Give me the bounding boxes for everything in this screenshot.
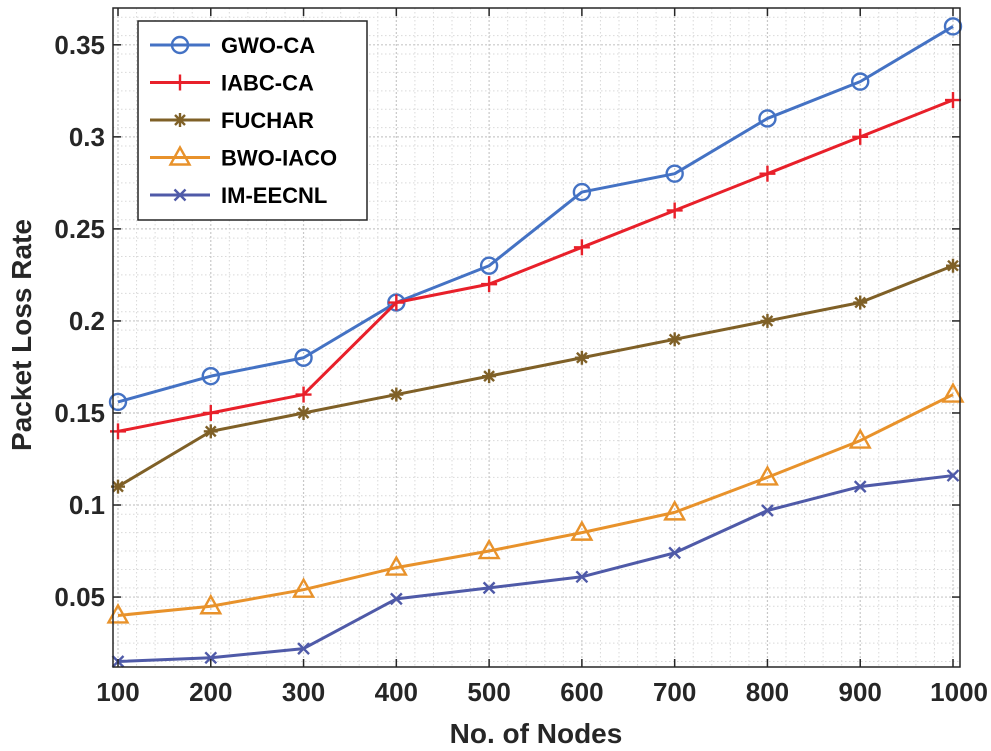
legend-marker xyxy=(172,74,188,91)
y-axis-title: Packet Loss Rate xyxy=(6,219,37,451)
data-point xyxy=(943,17,963,36)
legend-marker xyxy=(173,113,187,127)
legend-item: FUCHAR xyxy=(150,108,314,133)
data-point xyxy=(848,428,872,449)
data-point xyxy=(384,555,408,576)
y-tick-label: 0.3 xyxy=(69,122,105,152)
data-point xyxy=(761,504,774,517)
legend-label: BWO-IACO xyxy=(221,146,337,171)
data-point xyxy=(204,651,218,665)
data-point xyxy=(946,469,960,482)
data-point xyxy=(755,464,779,486)
data-point xyxy=(199,593,223,615)
legend-item: IABC-CA xyxy=(150,71,314,96)
data-point xyxy=(203,424,218,439)
data-point xyxy=(851,72,870,91)
legend-label: IM-EECNL xyxy=(221,183,327,208)
data-point xyxy=(295,386,312,403)
data-point xyxy=(111,479,125,494)
data-point xyxy=(852,128,869,145)
series-iabc-ca xyxy=(110,92,961,440)
x-tick-label: 800 xyxy=(746,677,789,707)
series-bwo-iaco xyxy=(106,382,965,624)
legend-item: GWO-CA xyxy=(150,33,315,58)
data-point xyxy=(575,570,589,584)
series-layer xyxy=(106,17,965,668)
x-tick-label: 200 xyxy=(189,677,232,707)
legend-item: IM-EECNL xyxy=(150,183,327,208)
y-tick-label: 0.35 xyxy=(54,30,105,60)
series-line xyxy=(117,264,954,488)
data-point xyxy=(108,392,128,412)
data-point xyxy=(760,313,775,328)
legend-label: IABC-CA xyxy=(221,71,314,96)
x-tick-label: 900 xyxy=(839,677,882,707)
series-fuchar xyxy=(111,258,960,494)
series-gwo-ca xyxy=(108,17,963,412)
x-tick-label: 300 xyxy=(282,677,325,707)
legend-marker xyxy=(170,35,190,55)
x-tick-label: 400 xyxy=(375,677,418,707)
data-point xyxy=(946,258,960,273)
series-line xyxy=(117,474,954,663)
data-point xyxy=(296,405,311,420)
y-tick-labels: 0.05 0.1 0.15 0.2 0.25 0.3 0.35 xyxy=(54,30,105,612)
data-point xyxy=(292,577,316,598)
data-point xyxy=(759,165,776,182)
plot-frame xyxy=(112,7,961,668)
y-tick-label: 0.25 xyxy=(54,214,105,244)
series-line xyxy=(117,393,954,617)
data-point xyxy=(482,369,497,384)
y-tick-label: 0.05 xyxy=(54,582,105,612)
data-point xyxy=(570,520,594,541)
x-axis-title: No. of Nodes xyxy=(450,718,623,749)
data-point xyxy=(389,387,404,402)
data-point xyxy=(202,404,219,421)
legend-label: GWO-CA xyxy=(221,33,315,58)
legend-marker xyxy=(173,188,187,202)
data-point xyxy=(389,592,403,606)
axis-ticks xyxy=(113,8,960,667)
data-point xyxy=(666,202,683,219)
data-point xyxy=(663,499,687,521)
data-point xyxy=(758,109,777,128)
x-tick-label: 100 xyxy=(96,677,139,707)
data-point xyxy=(201,366,220,386)
x-tick-label: 600 xyxy=(560,677,603,707)
data-point xyxy=(479,256,499,275)
data-point xyxy=(667,332,682,347)
data-point xyxy=(573,239,590,256)
data-point xyxy=(481,276,498,293)
y-tick-label: 0.15 xyxy=(54,398,105,428)
legend-label: FUCHAR xyxy=(221,108,314,133)
data-point xyxy=(574,350,589,365)
legend: GWO-CA IABC-CA FUCHAR BWO-IACO IM-EECNL xyxy=(137,20,368,221)
data-point xyxy=(941,382,965,403)
legend-item: BWO-IACO xyxy=(150,145,337,171)
y-tick-label: 0.2 xyxy=(69,306,105,336)
data-point xyxy=(477,538,501,560)
data-point xyxy=(294,348,313,367)
legend-marker xyxy=(168,145,192,166)
data-point xyxy=(482,581,496,595)
data-point xyxy=(668,546,682,560)
series-line xyxy=(117,98,954,433)
data-point xyxy=(388,294,405,311)
data-point xyxy=(853,295,868,310)
series-im-eecnl xyxy=(111,469,960,668)
series-line xyxy=(117,25,954,404)
x-tick-label: 1000 xyxy=(930,677,988,707)
data-point xyxy=(665,164,684,183)
data-point xyxy=(572,182,592,202)
data-point xyxy=(945,92,961,109)
x-tick-label: 500 xyxy=(467,677,510,707)
data-point xyxy=(297,642,310,655)
x-tick-label: 700 xyxy=(653,677,696,707)
data-point xyxy=(853,480,867,493)
y-tick-label: 0.1 xyxy=(69,490,105,520)
x-tick-labels: 100 200 300 400 500 600 700 800 900 1000 xyxy=(96,677,988,707)
